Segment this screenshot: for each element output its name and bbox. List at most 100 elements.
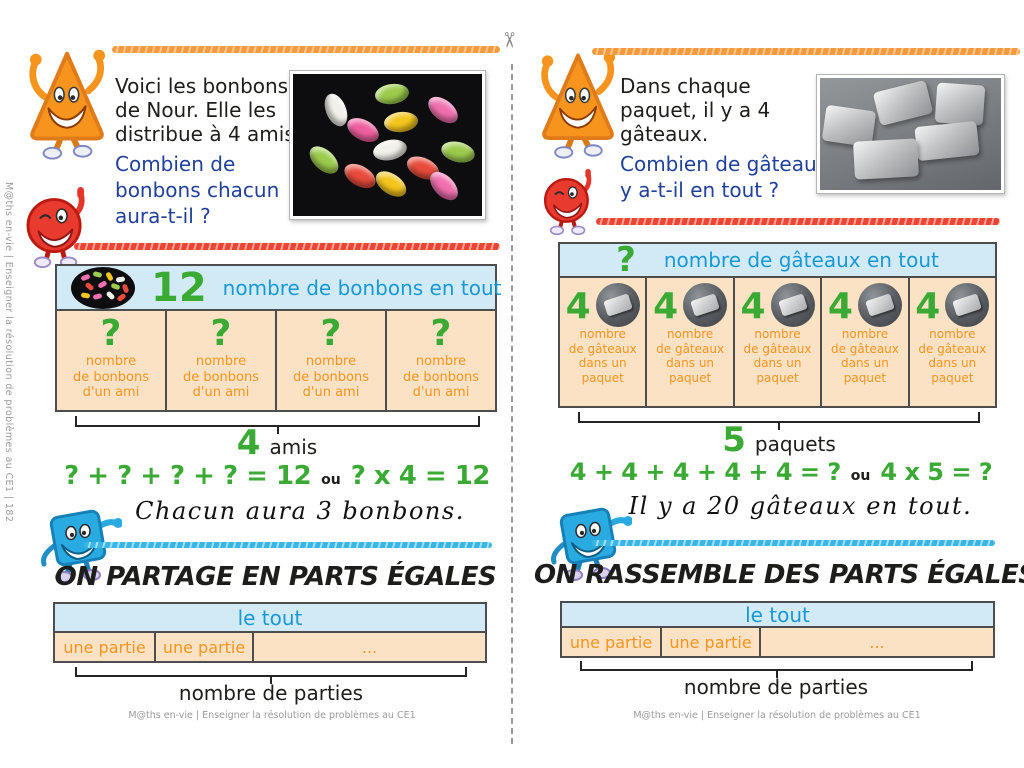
orange-divider-line — [592, 48, 1020, 55]
cake — [853, 138, 919, 180]
statement-line: distribue à 4 amis. — [115, 122, 302, 146]
total-label: nombre de bonbons en tout — [222, 275, 502, 300]
part-value: ? — [210, 313, 232, 354]
blue-divider-line — [592, 540, 995, 546]
parts-count-value: 4 — [236, 423, 261, 463]
parts-count: 4 amis — [167, 423, 387, 463]
problem-statement: Voici les bonbons de Nour. Elle les dist… — [115, 74, 301, 146]
part-value: 4 — [740, 285, 766, 327]
part-cell: 4 nombre de gâteaux dans un paquet — [820, 278, 908, 406]
part-label: nombre de gâteaux dans un paquet — [830, 327, 899, 385]
part-label: nombre de gâteaux dans un paquet — [918, 327, 987, 385]
question-line: y a-t-il en tout ? — [620, 178, 780, 202]
part-cell: ? nombre de bonbons d'un ami — [165, 311, 275, 410]
schema-bracket-label: nombre de parties — [178, 681, 364, 705]
schema-part-ellipsis: ... — [252, 633, 485, 661]
part-label: nombre de gâteaux dans un paquet — [743, 327, 812, 385]
handwritten-answer: Il y a 20 gâteaux en tout. — [628, 492, 973, 520]
equation: ? + ? + ? + ? = 12 ou ? x 4 = 12 — [52, 461, 502, 491]
parts-bracket — [75, 416, 480, 434]
problem-question: Combien de gâteaux y a-t-il en tout ? — [620, 151, 829, 203]
schema-bracket — [75, 667, 467, 684]
parts-bracket — [578, 412, 980, 430]
part-cell: 4 nombre de gâteaux dans un paquet — [907, 278, 996, 406]
part-value: 4 — [915, 285, 941, 327]
question-line: bonbons chacun — [115, 178, 280, 202]
schema-part-ellipsis: ... — [759, 628, 993, 656]
part-value: 4 — [565, 285, 591, 327]
equation-or: ou — [850, 468, 871, 484]
part-cell: 4 nombre de gâteaux dans un paquet — [732, 278, 821, 406]
equation-addition: ? + ? + ? + ? = 12 — [64, 461, 312, 491]
red-circle-mascot — [542, 168, 594, 236]
cake-thumbnail — [945, 283, 990, 327]
schema-whole: le tout — [55, 604, 485, 633]
part-label: nombre de gâteaux dans un paquet — [568, 327, 637, 385]
schema-part: une partie — [660, 628, 759, 656]
bar-model-total-row: ? nombre de gâteaux en tout — [560, 240, 995, 280]
part-label: nombre de bonbons d'un ami — [72, 354, 150, 400]
cake-thumbnail — [770, 283, 815, 327]
statement-line: paquet, il y a 4 — [620, 98, 771, 122]
part-value: 4 — [827, 285, 853, 327]
cakes-photo — [816, 74, 1005, 194]
statement-line: gâteaux. — [620, 122, 709, 146]
cake — [872, 79, 934, 127]
total-value: ? — [616, 240, 636, 280]
equation-multiplication: 4 x 5 = ? — [880, 458, 993, 486]
red-divider-line — [74, 243, 500, 250]
schema-part: une partie — [562, 628, 660, 656]
total-value: 12 — [151, 264, 207, 311]
question-line: Combien de — [115, 152, 236, 176]
part-cell: 4 nombre de gâteaux dans un paquet — [560, 278, 646, 406]
candies-photo — [289, 70, 486, 220]
parts-count-unit: amis — [269, 435, 318, 459]
part-label: nombre de bonbons d'un ami — [402, 354, 480, 400]
orange-divider-line — [112, 46, 500, 53]
equation-multiplication: ? x 4 = 12 — [350, 461, 491, 491]
red-divider-line — [596, 218, 1000, 225]
equation: 4 + 4 + 4 + 4 + 4 = ? ou 4 x 5 = ? — [550, 458, 1012, 486]
bar-model-total-row: 12 nombre de bonbons en tout — [57, 264, 502, 311]
cut-line — [511, 64, 513, 744]
statement-line: de Nour. Elle les — [115, 98, 277, 122]
schema-part: une partie — [55, 633, 154, 661]
total-label: nombre de gâteaux en tout — [663, 248, 939, 272]
bar-model-gateaux: ? nombre de gâteaux en tout 4 nombre de … — [558, 242, 997, 408]
principle-heading: ON PARTAGE EN PARTS ÉGALES — [54, 562, 497, 592]
handwritten-answer: Chacun aura 3 bonbons. — [135, 497, 465, 525]
schema-table: le tout une partie une partie ... — [560, 601, 995, 658]
part-value: ? — [430, 313, 452, 354]
schema-table: le tout une partie une partie ... — [53, 602, 487, 663]
cake — [914, 120, 980, 162]
sidebar-page-info: M@ths en-vie | Enseigner la résolution d… — [3, 182, 14, 523]
part-label: nombre de gâteaux dans un paquet — [656, 327, 725, 385]
equation-or: ou — [321, 472, 341, 488]
orange-triangle-mascot — [538, 44, 618, 160]
part-label: nombre de bonbons d'un ami — [292, 354, 370, 400]
page-footer: M@ths en-vie | Enseigner la résolution d… — [633, 710, 921, 721]
parts-count-value: 5 — [722, 420, 746, 460]
schema-whole: le tout — [562, 603, 993, 628]
part-value: ? — [320, 313, 342, 354]
statement-line: Dans chaque — [620, 74, 751, 98]
part-cell: ? nombre de bonbons d'un ami — [275, 311, 385, 410]
schema-bracket-label: nombre de parties — [683, 675, 869, 699]
part-cell: ? nombre de bonbons d'un ami — [57, 311, 165, 410]
part-cell: ? nombre de bonbons d'un ami — [385, 311, 495, 410]
cake — [934, 82, 986, 126]
candies-thumbnail — [71, 266, 135, 309]
bar-model-parts-row: 4 nombre de gâteaux dans un paquet 4 — [560, 278, 996, 406]
part-cell: 4 nombre de gâteaux dans un paquet — [645, 278, 733, 406]
parts-count: 5 paquets — [669, 420, 889, 460]
part-value: ? — [100, 313, 122, 354]
problem-question: Combien de bonbons chacun aura-t-il ? — [115, 151, 279, 229]
equation-addition: 4 + 4 + 4 + 4 + 4 = ? — [569, 458, 842, 486]
cakes-photo-background — [820, 78, 1001, 190]
bar-model-parts-row: ? nombre de bonbons d'un ami ? nombre de… — [57, 311, 495, 410]
statement-line: Voici les bonbons — [115, 74, 289, 98]
candies-photo-background — [293, 74, 482, 216]
problem-statement: Dans chaque paquet, il y a 4 gâteaux. — [620, 74, 770, 146]
question-line: aura-t-il ? — [115, 204, 211, 228]
